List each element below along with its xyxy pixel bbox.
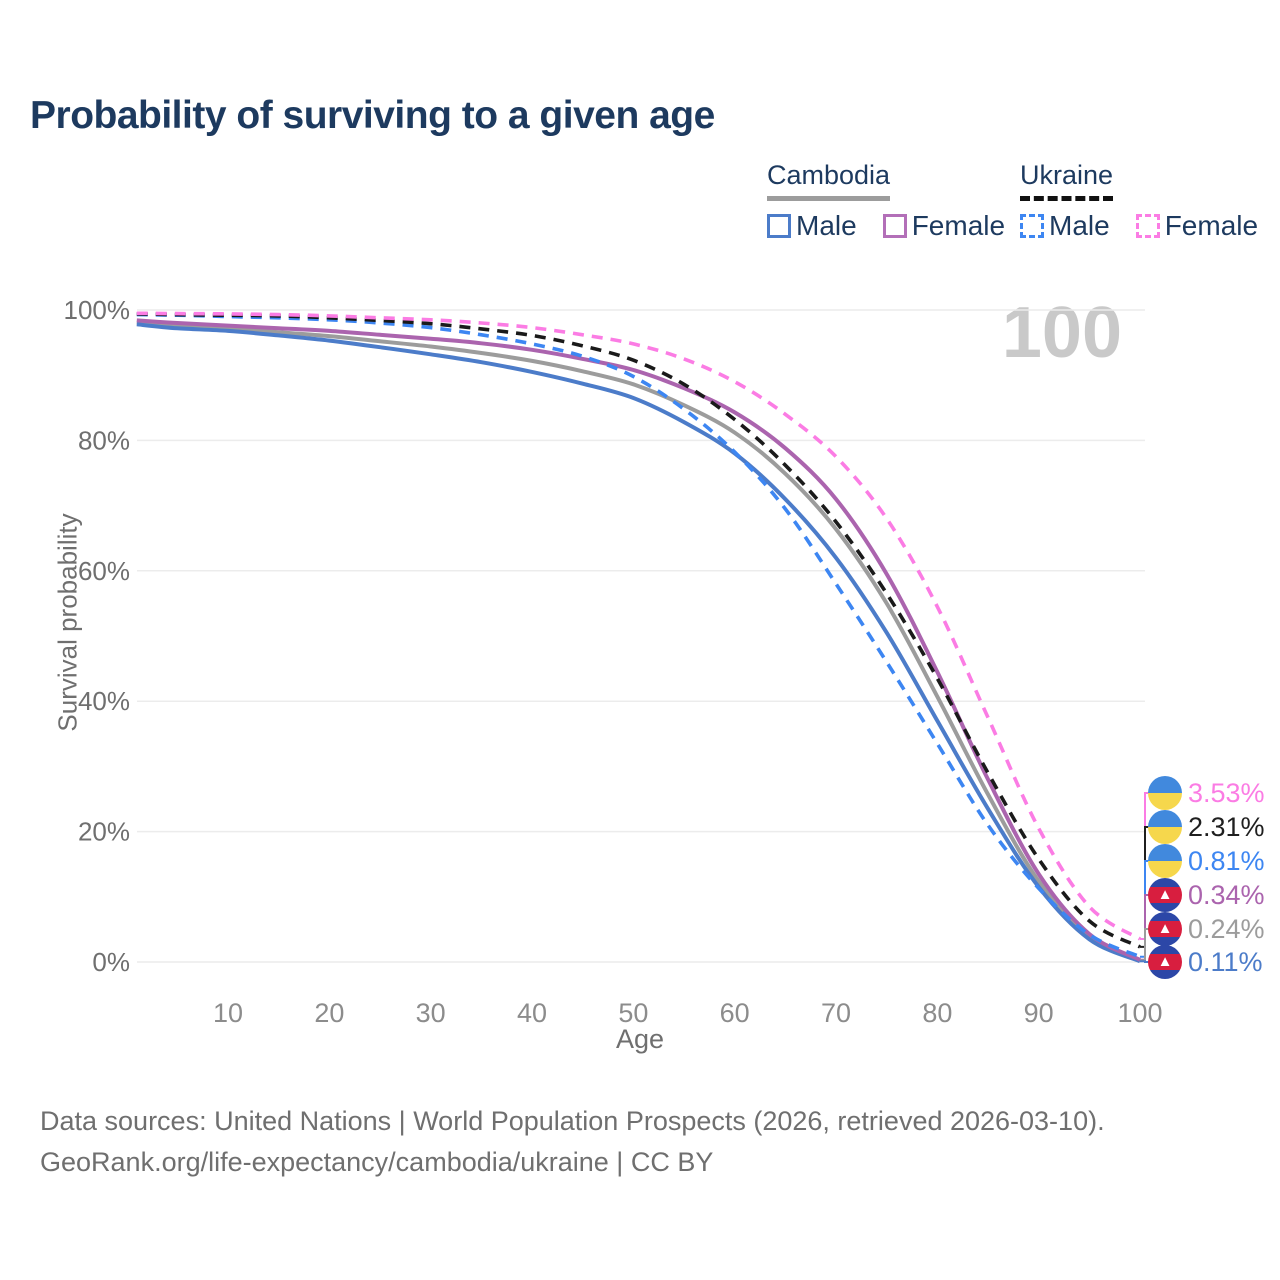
legend-title-ukraine[interactable]: Ukraine bbox=[1020, 160, 1114, 201]
legend-label: Male bbox=[1049, 210, 1110, 241]
curve-cambodia-female bbox=[136, 318, 1141, 962]
end-label-value: 0.11% bbox=[1188, 946, 1263, 977]
cambodia-male-swatch-icon bbox=[767, 214, 791, 238]
x-tick-label: 60 bbox=[720, 998, 750, 1028]
y-tick-label: 40% bbox=[78, 686, 130, 716]
end-label-ukraine-both[interactable]: 2.31% bbox=[1148, 809, 1265, 845]
x-tick-label: 20 bbox=[314, 998, 344, 1028]
end-label-cambodia-male[interactable]: 0.11% bbox=[1148, 944, 1263, 980]
y-tick-label: 60% bbox=[78, 556, 130, 586]
end-label-value: 3.53% bbox=[1188, 777, 1265, 808]
curve-ukraine-male bbox=[136, 312, 1141, 959]
cambodia-flag-icon bbox=[1148, 878, 1182, 912]
x-tick-label: 70 bbox=[821, 998, 851, 1028]
x-tick-label: 80 bbox=[922, 998, 952, 1028]
y-tick-label: 100% bbox=[64, 295, 131, 325]
end-label-value: 0.34% bbox=[1188, 879, 1265, 910]
curve-cambodia-male bbox=[136, 322, 1141, 964]
ukraine-female-swatch-icon bbox=[1135, 214, 1160, 238]
data-sources-text: Data sources: United Nations | World Pop… bbox=[40, 1106, 1105, 1136]
page-title: Probability of surviving to a given age bbox=[30, 94, 715, 137]
legend-label: Female bbox=[1164, 210, 1259, 241]
cambodia-flag-icon bbox=[1148, 945, 1182, 979]
legend-title-cambodia[interactable]: Cambodia bbox=[767, 160, 891, 201]
legend-group-cambodia: Cambodia Male Female bbox=[767, 160, 1005, 242]
legend-item-cambodia-female[interactable]: Female bbox=[882, 210, 1006, 242]
end-label-ukraine-female[interactable]: 3.53% bbox=[1148, 775, 1265, 811]
cambodia-flag-icon bbox=[1148, 912, 1182, 946]
legend-label: Female bbox=[911, 210, 1006, 241]
y-tick-label: 20% bbox=[78, 817, 130, 847]
end-label-cambodia-both[interactable]: 0.24% bbox=[1148, 911, 1265, 947]
x-tick-label: 90 bbox=[1024, 998, 1054, 1028]
curve-ukraine-both bbox=[136, 312, 1141, 949]
ukraine-male-swatch-icon bbox=[1020, 214, 1044, 238]
x-tick-label: 30 bbox=[416, 998, 446, 1028]
legend-group-ukraine: Ukraine Male Female bbox=[1020, 160, 1258, 242]
attribution-link[interactable]: GeoRank.org/life-expectancy/cambodia/ukr… bbox=[40, 1147, 714, 1177]
end-label-value: 2.31% bbox=[1188, 811, 1265, 842]
legend-item-ukraine-female[interactable]: Female bbox=[1135, 210, 1259, 242]
legend-item-ukraine-male[interactable]: Male bbox=[1020, 210, 1110, 242]
curve-cambodia-both bbox=[136, 320, 1141, 963]
end-label-value: 0.81% bbox=[1188, 845, 1265, 876]
end-label-ukraine-male[interactable]: 0.81% bbox=[1148, 843, 1265, 879]
end-label-cambodia-female[interactable]: 0.34% bbox=[1148, 877, 1265, 913]
legend-item-cambodia-male[interactable]: Male bbox=[767, 210, 857, 242]
x-tick-label: 10 bbox=[213, 998, 243, 1028]
y-tick-label: 80% bbox=[78, 425, 130, 455]
x-tick-label: 100 bbox=[1117, 998, 1162, 1028]
x-axis-title: Age bbox=[615, 1024, 665, 1054]
ukraine-flag-icon bbox=[1148, 810, 1182, 844]
curve-ukraine-female bbox=[136, 311, 1141, 941]
x-tick-label: 50 bbox=[618, 998, 648, 1028]
age-watermark: 100 bbox=[1001, 293, 1122, 373]
ukraine-flag-icon bbox=[1148, 844, 1182, 878]
cambodia-female-swatch-icon bbox=[882, 214, 907, 238]
end-label-value: 0.24% bbox=[1188, 913, 1265, 944]
ukraine-flag-icon bbox=[1148, 776, 1182, 810]
legend-label: Male bbox=[796, 210, 857, 241]
y-tick-label: 0% bbox=[92, 947, 130, 977]
x-tick-label: 40 bbox=[517, 998, 547, 1028]
